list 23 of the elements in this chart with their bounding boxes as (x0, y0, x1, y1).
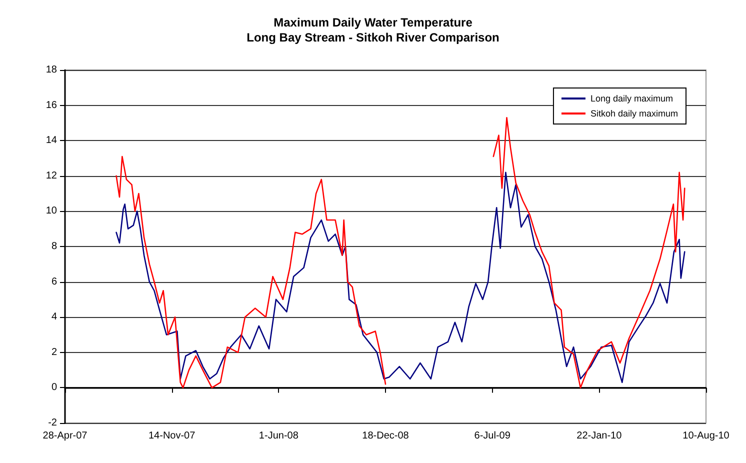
chart-title: Maximum Daily Water Temperature (274, 16, 473, 30)
legend-label: Long daily maximum (590, 94, 674, 104)
y-tick-label: -2 (48, 418, 58, 428)
x-tick-label: 14-Nov-07 (148, 430, 196, 442)
x-tick-label: 10-Aug-10 (682, 430, 730, 442)
x-tick-label: 22-Jan-10 (576, 430, 622, 442)
x-tick-label: 6-Jul-09 (474, 430, 511, 442)
y-tick-label: 18 (46, 64, 58, 76)
y-tick-label: 8 (51, 241, 58, 252)
x-tick-label: 1-Jun-08 (258, 430, 299, 442)
y-tick-label: 4 (51, 312, 58, 323)
x-tick-label: 28-Apr-07 (42, 430, 88, 442)
y-tick-label: 0 (51, 382, 58, 394)
x-tick-label: 18-Dec-08 (362, 430, 410, 442)
y-tick-label: 2 (51, 346, 58, 358)
y-tick-label: 14 (46, 135, 58, 146)
legend-label: Sitkoh daily maximum (590, 108, 678, 118)
y-tick-label: 10 (46, 206, 58, 217)
y-tick-label: 12 (46, 170, 58, 182)
chart-subtitle: Long Bay Stream - Sitkoh River Comparison (246, 30, 500, 44)
y-tick-label: 16 (46, 100, 58, 111)
line-series (116, 172, 686, 384)
y-tick-label: 6 (51, 276, 58, 288)
